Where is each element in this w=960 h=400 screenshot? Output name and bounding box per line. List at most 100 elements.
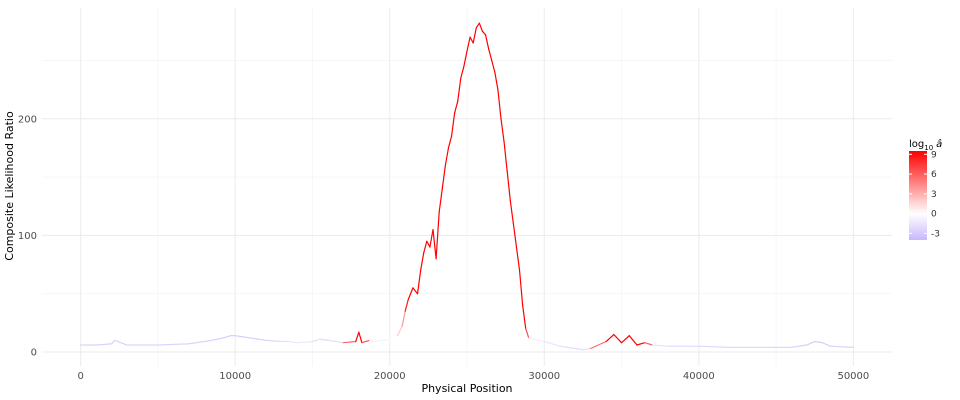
series-segment bbox=[503, 141, 508, 172]
series-segment bbox=[528, 337, 545, 343]
x-axis-title: Physical Position bbox=[421, 382, 512, 395]
legend-tick-label: 9 bbox=[931, 150, 937, 160]
series-segment bbox=[157, 343, 190, 346]
series-segment bbox=[222, 335, 232, 339]
series-segment bbox=[515, 246, 521, 271]
series-segment bbox=[420, 252, 425, 271]
series-segment bbox=[95, 343, 113, 346]
series-segment bbox=[472, 27, 477, 44]
series-segment bbox=[481, 30, 487, 36]
x-tick-label: 40000 bbox=[683, 371, 715, 382]
series-segment bbox=[438, 188, 443, 213]
series-segment bbox=[429, 228, 434, 248]
series-segment bbox=[475, 22, 480, 29]
series-segment bbox=[110, 339, 116, 345]
series-segment bbox=[522, 304, 527, 330]
series-segment bbox=[466, 36, 471, 52]
series-segment bbox=[327, 339, 344, 344]
series-segment bbox=[361, 339, 371, 344]
series-segment bbox=[358, 331, 363, 344]
series-segment bbox=[242, 336, 252, 339]
series-segment bbox=[582, 347, 592, 351]
series-segment bbox=[478, 22, 484, 32]
color-legend: log10 â 9 6 3 0 -3 bbox=[909, 138, 942, 240]
x-tick-label: 30000 bbox=[528, 371, 560, 382]
series-segment bbox=[404, 298, 409, 312]
y-axis-ticks: 0 100 200 bbox=[18, 114, 37, 358]
legend-tick-label: 6 bbox=[931, 170, 937, 180]
series-segment bbox=[432, 228, 437, 260]
series-segment bbox=[506, 170, 511, 202]
series-segment bbox=[444, 147, 450, 167]
series-segment bbox=[396, 325, 403, 337]
series-segment bbox=[234, 335, 244, 338]
series-segment bbox=[342, 340, 357, 344]
series-segment bbox=[319, 338, 329, 341]
legend-tick-label: 0 bbox=[931, 210, 937, 220]
series-segment bbox=[355, 331, 360, 343]
series-segment bbox=[423, 240, 428, 254]
series-segment bbox=[620, 335, 630, 344]
series-segment bbox=[265, 339, 283, 343]
x-tick-label: 20000 bbox=[374, 371, 406, 382]
series-segment bbox=[628, 335, 638, 346]
series-segment bbox=[114, 339, 128, 346]
series-segment bbox=[447, 135, 453, 149]
series-segment bbox=[806, 340, 816, 346]
series-segment bbox=[525, 328, 530, 339]
series-segment bbox=[559, 345, 576, 350]
series-segment bbox=[518, 269, 524, 306]
legend-ticks: 9 6 3 0 -3 bbox=[909, 150, 940, 239]
series-segment bbox=[821, 342, 831, 347]
legend-colorbar bbox=[909, 151, 927, 240]
series-segment bbox=[389, 335, 399, 340]
series-segment bbox=[250, 337, 267, 341]
series-segment bbox=[426, 240, 431, 248]
legend-title-symbol: â bbox=[936, 138, 942, 150]
series-line bbox=[80, 22, 854, 351]
legend-tick-label: -3 bbox=[931, 229, 940, 239]
series-segment bbox=[814, 340, 824, 344]
series-segment bbox=[494, 71, 499, 91]
grid-lines bbox=[42, 8, 892, 366]
series-segment bbox=[605, 333, 615, 343]
legend-tick-label: 3 bbox=[931, 190, 937, 200]
y-tick-label: 0 bbox=[31, 348, 37, 359]
series-segment bbox=[401, 310, 406, 327]
series-segment bbox=[296, 340, 314, 344]
series-segment bbox=[457, 77, 462, 102]
series-segment bbox=[373, 338, 391, 343]
series-segment bbox=[454, 100, 459, 114]
x-axis-ticks: 0 10000 20000 30000 40000 50000 bbox=[77, 371, 869, 382]
series-segment bbox=[412, 287, 419, 295]
series-segment bbox=[369, 339, 375, 343]
series-segment bbox=[450, 112, 456, 137]
series-segment bbox=[574, 347, 584, 351]
series-segment bbox=[463, 50, 468, 67]
legend-title: log10 â bbox=[909, 138, 942, 152]
series-segment bbox=[512, 223, 518, 248]
series-segment bbox=[188, 339, 213, 345]
series-segment bbox=[416, 269, 422, 295]
series-segment bbox=[829, 345, 854, 348]
series-segment bbox=[613, 333, 623, 344]
series-segment bbox=[636, 342, 646, 346]
series-segment bbox=[435, 211, 440, 260]
y-tick-label: 200 bbox=[18, 114, 37, 125]
series-segment bbox=[288, 340, 298, 344]
series-segment bbox=[460, 65, 465, 79]
x-tick-label: 10000 bbox=[219, 371, 251, 382]
x-tick-label: 0 bbox=[77, 371, 83, 382]
series-segment bbox=[497, 89, 502, 120]
series-segment bbox=[651, 344, 669, 347]
series-segment bbox=[407, 287, 414, 301]
y-tick-label: 100 bbox=[18, 231, 37, 242]
series-segment bbox=[698, 345, 731, 348]
series-segment bbox=[644, 342, 654, 346]
series-segment bbox=[590, 340, 607, 350]
series-segment bbox=[311, 338, 321, 343]
series-segment bbox=[211, 337, 224, 341]
series-segment bbox=[488, 48, 493, 62]
series-segment bbox=[543, 340, 561, 347]
